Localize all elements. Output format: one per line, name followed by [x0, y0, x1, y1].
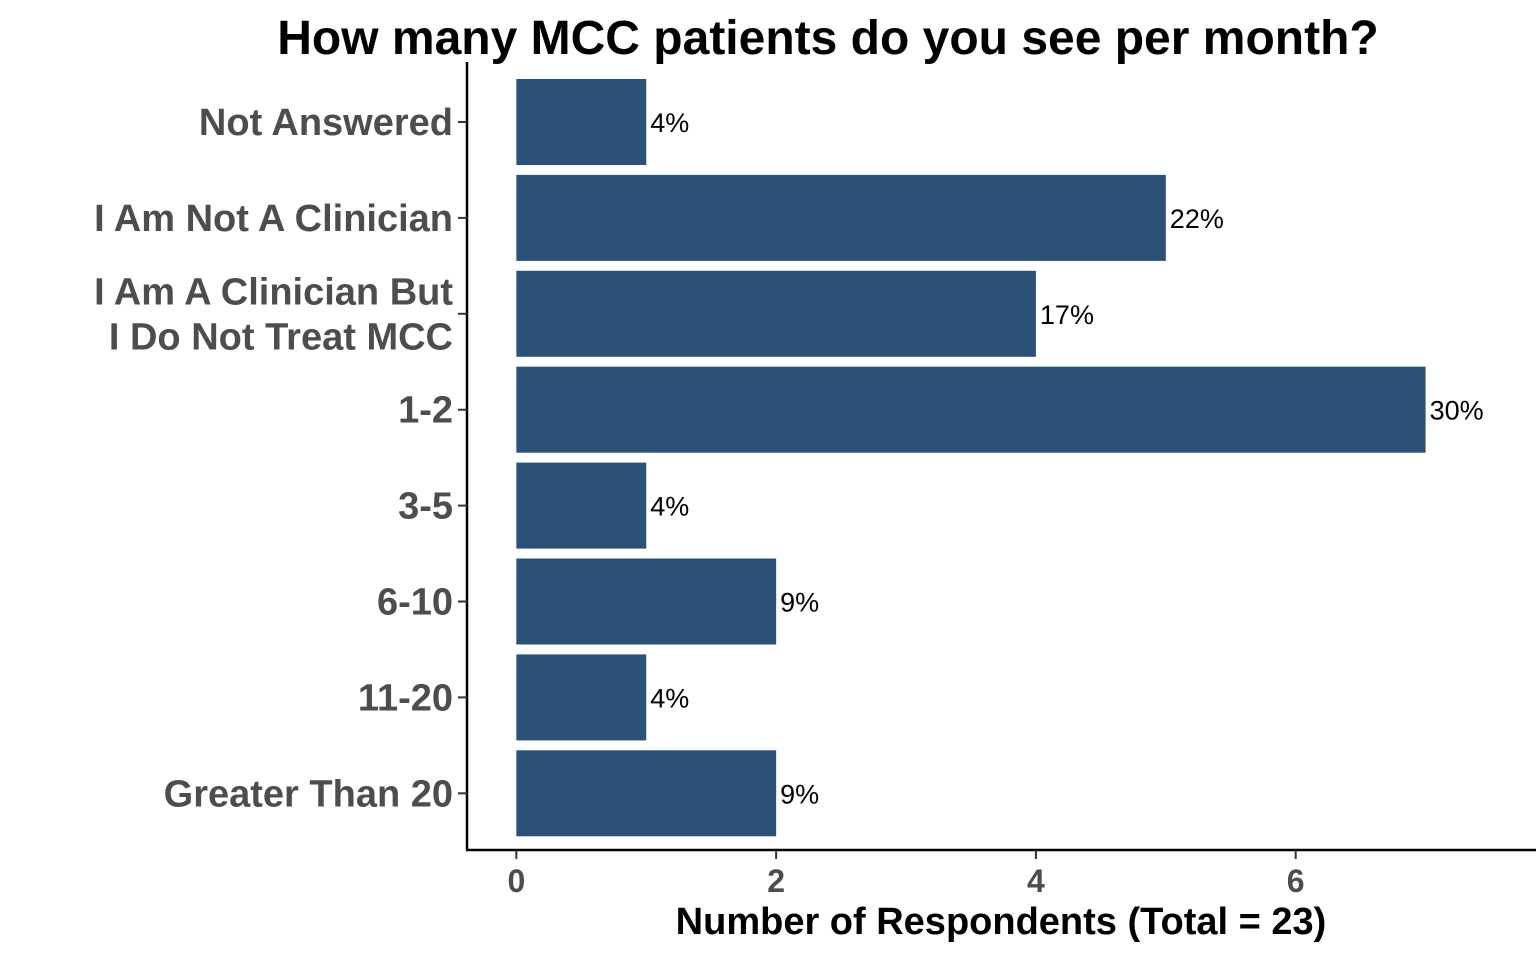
x-tick-label: 4 [1027, 863, 1045, 899]
y-tick-label: 1-2 [398, 390, 453, 432]
bar [516, 174, 1166, 261]
y-tick-label: 6-10 [377, 582, 453, 624]
data-label: 9% [780, 779, 819, 809]
y-tick-label: I Am A Clinician But I Do Not Treat MCC [94, 271, 453, 358]
data-label: 4% [650, 492, 689, 522]
bar [516, 270, 1036, 357]
data-label: 4% [650, 683, 689, 713]
data-label: 9% [780, 588, 819, 618]
labels: 0 2 4 6 Not Answered 4% I Am Not A Clinician 22… [94, 102, 1484, 899]
axes [458, 62, 1536, 859]
y-tick-label: I Am Not A Clinician [94, 198, 453, 240]
bars [516, 79, 1426, 837]
x-tick-label: 2 [767, 863, 785, 899]
bar [516, 79, 647, 165]
y-tick-label: 11-20 [358, 677, 453, 719]
data-label: 30% [1430, 396, 1484, 426]
y-tick-label: Greater Than 20 [164, 773, 453, 815]
x-axis-title: Number of Respondents (Total = 23) [676, 901, 1327, 943]
bar [516, 366, 1426, 453]
bar [516, 654, 647, 741]
y-tick-label: 3-5 [398, 486, 453, 528]
x-tick-label: 6 [1287, 863, 1305, 899]
data-label: 17% [1040, 300, 1094, 330]
data-label: 22% [1170, 204, 1224, 234]
y-tick-label: Not Answered [199, 102, 453, 144]
bar [516, 462, 647, 549]
bar [516, 558, 777, 645]
chart-title: How many MCC patients do you see per mon… [277, 12, 1378, 65]
x-tick-label: 0 [507, 863, 525, 899]
bar [516, 750, 777, 837]
data-label: 4% [650, 108, 689, 138]
